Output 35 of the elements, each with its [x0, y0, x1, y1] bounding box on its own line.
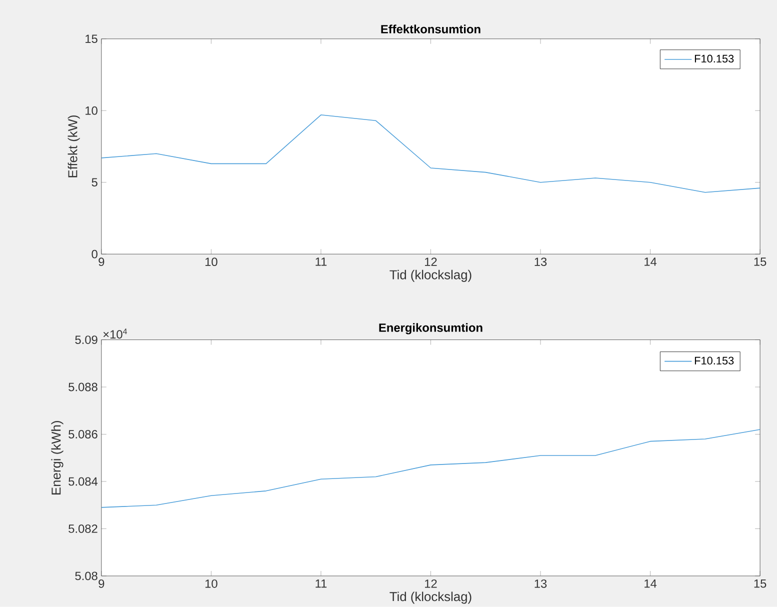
chart-title: Effektkonsumtion [381, 24, 480, 34]
x-tick-label: 15 [754, 258, 766, 266]
x-tick-label: 10 [205, 258, 218, 266]
x-axis-title: Tid (klockslag) [390, 592, 472, 604]
x-tick-label: 14 [644, 580, 657, 588]
x-tick-label: 12 [425, 258, 437, 266]
y-tick-label: 5.084 [68, 477, 98, 486]
legend-label: F10.153 [694, 54, 734, 63]
x-axis-title: Tid (klockslag) [390, 270, 472, 282]
x-tick-label: 11 [316, 258, 327, 266]
y-axis-title: Effekt (kW) [68, 116, 80, 178]
x-tick-label: 15 [754, 580, 766, 588]
x-tick-label: 11 [316, 580, 327, 588]
x-tick-label: 13 [534, 580, 547, 588]
y-tick-label: 10 [86, 106, 98, 115]
y-tick-label: 5.088 [68, 382, 98, 392]
x-tick-label: 9 [98, 258, 104, 266]
chart-title: Energikonsumtion [379, 323, 482, 334]
y-tick-label: 5.08 [75, 572, 98, 580]
y-tick-label: 0 [92, 250, 98, 258]
y-tick-label: 5.086 [68, 430, 98, 439]
y-tick-label: 5 [92, 178, 98, 187]
line-series [101, 429, 760, 508]
x-tick-label: 12 [425, 580, 437, 588]
x-tick-label: 10 [205, 580, 218, 588]
text: ×10$^{4}$ [103, 328, 127, 339]
x-tick-label: 9 [98, 580, 104, 588]
y-axis-title: Energi (kWh) [51, 421, 64, 495]
x-tick-label: 13 [534, 258, 547, 266]
x-tick-label: 14 [644, 258, 657, 266]
y-tick-label: 5.09 [75, 336, 98, 344]
y-tick-label: 15 [86, 34, 98, 44]
y-tick-label: 5.082 [68, 524, 98, 533]
line-series [101, 114, 760, 193]
legend-label: F10.153 [694, 356, 734, 365]
